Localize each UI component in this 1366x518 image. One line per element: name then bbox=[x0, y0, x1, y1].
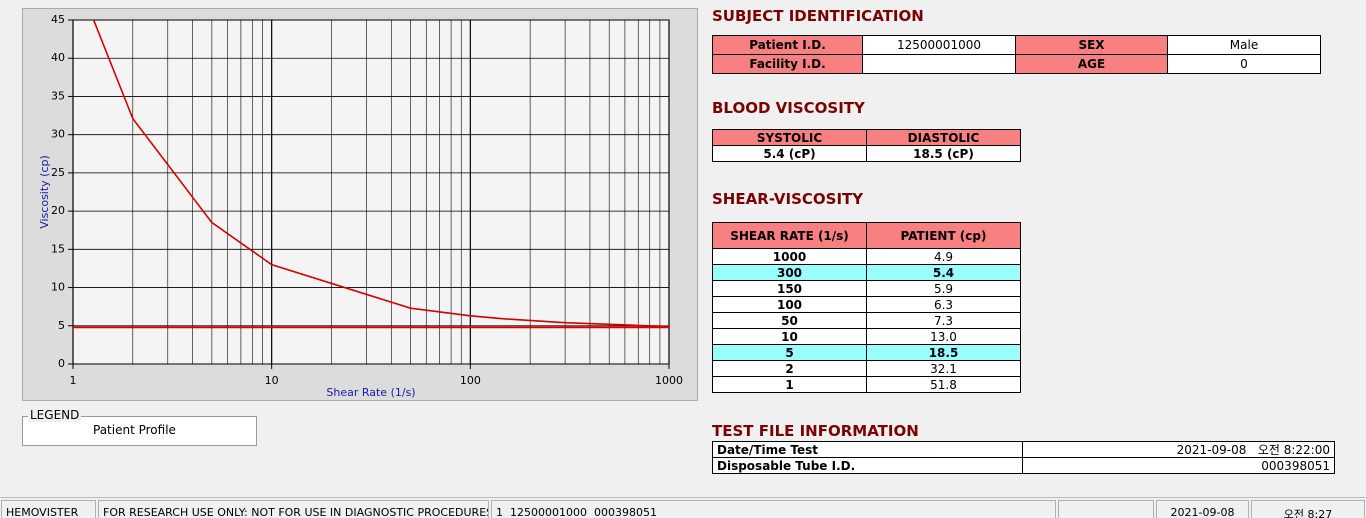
y-tick-label: 0 bbox=[58, 357, 65, 370]
table-cell: 100 bbox=[712, 296, 867, 313]
x-axis-label: Shear Rate (1/s) bbox=[326, 386, 415, 399]
table-cell: 300 bbox=[712, 264, 867, 281]
table-cell: 5.4 bbox=[866, 264, 1021, 281]
table-cell: 5.9 bbox=[866, 280, 1021, 297]
table-cell: 6.3 bbox=[866, 296, 1021, 313]
section-title: SUBJECT IDENTIFICATION bbox=[712, 7, 924, 25]
y-tick-label: 25 bbox=[51, 166, 65, 179]
table-cell: 2021-09-08 오전 8:22:00 bbox=[1022, 441, 1335, 458]
x-tick-label: 1 bbox=[70, 374, 77, 387]
table-cell: 10 bbox=[712, 328, 867, 345]
table-cell: 150 bbox=[712, 280, 867, 297]
table-cell: Male bbox=[1167, 35, 1321, 55]
y-tick-label: 45 bbox=[51, 13, 65, 26]
table-cell: 0 bbox=[1167, 54, 1321, 74]
status-cell: 2021-09-08 bbox=[1156, 500, 1249, 518]
table-cell: 13.0 bbox=[866, 328, 1021, 345]
table-cell: 4.9 bbox=[866, 248, 1021, 265]
table-cell: 1 bbox=[712, 376, 867, 393]
table-cell: 000398051 bbox=[1022, 457, 1335, 474]
status-cell: 오전 8:27 bbox=[1251, 500, 1365, 518]
y-tick-label: 20 bbox=[51, 204, 65, 217]
table-cell: 1000 bbox=[712, 248, 867, 265]
table-cell: Facility I.D. bbox=[712, 54, 863, 74]
table-cell: 5.4 (cP) bbox=[712, 145, 867, 162]
x-tick-label: 1000 bbox=[655, 374, 683, 387]
table-cell: 32.1 bbox=[866, 360, 1021, 377]
chart: 0 5 10 15 20 25 30 35 40 45 1 10 100 1000 Shear Rate (… bbox=[22, 8, 698, 401]
table-cell bbox=[862, 54, 1016, 74]
table-cell: SEX bbox=[1015, 35, 1168, 55]
status-cell: HEMOVISTER bbox=[1, 500, 96, 518]
x-tick-label: 100 bbox=[460, 374, 481, 387]
table-cell: 51.8 bbox=[866, 376, 1021, 393]
status-cell: 1 12500001000 000398051 bbox=[491, 500, 1056, 518]
status-cell: FOR RESEARCH USE ONLY: NOT FOR USE IN DI… bbox=[98, 500, 489, 518]
table-cell: SHEAR RATE (1/s) bbox=[712, 222, 867, 249]
status-cell bbox=[1058, 500, 1154, 518]
status-bar: HEMOVISTER FOR RESEARCH USE ONLY: NOT FOR… bbox=[0, 497, 1366, 518]
table-cell: Date/Time Test bbox=[712, 441, 1023, 458]
table-cell: Disposable Tube I.D. bbox=[712, 457, 1023, 474]
table-cell: SYSTOLIC bbox=[712, 129, 867, 146]
y-tick-label: 35 bbox=[51, 89, 65, 102]
series-line bbox=[92, 20, 669, 328]
table-cell: 7.3 bbox=[866, 312, 1021, 329]
section-title: BLOOD VISCOSITY bbox=[712, 99, 865, 117]
legend-swatch-box bbox=[23, 436, 256, 446]
section-title: TEST FILE INFORMATION bbox=[712, 422, 919, 440]
y-tick-label: 15 bbox=[51, 242, 65, 255]
table-cell: 5 bbox=[712, 344, 867, 361]
table-cell: 18.5 bbox=[866, 344, 1021, 361]
table-cell: 50 bbox=[712, 312, 867, 329]
legend-title: LEGEND bbox=[28, 408, 82, 422]
y-tick-label: 10 bbox=[51, 281, 65, 294]
x-tick-label: 10 bbox=[265, 374, 279, 387]
legend-label: Patient Profile bbox=[93, 423, 176, 437]
table-cell: DIASTOLIC bbox=[866, 129, 1021, 146]
y-tick-label: 5 bbox=[58, 319, 65, 332]
table-cell: 18.5 (cP) bbox=[866, 145, 1021, 162]
y-tick-label: 30 bbox=[51, 128, 65, 141]
table-cell: AGE bbox=[1015, 54, 1168, 74]
y-axis-label: Viscosity (cp) bbox=[38, 155, 51, 229]
plot-area bbox=[72, 19, 670, 365]
table-cell: Patient I.D. bbox=[712, 35, 863, 55]
table-cell: 2 bbox=[712, 360, 867, 377]
y-tick-label: 40 bbox=[51, 51, 65, 64]
section-title: SHEAR-VISCOSITY bbox=[712, 190, 864, 208]
table-cell: PATIENT (cp) bbox=[866, 222, 1021, 249]
table-cell: 12500001000 bbox=[862, 35, 1016, 55]
